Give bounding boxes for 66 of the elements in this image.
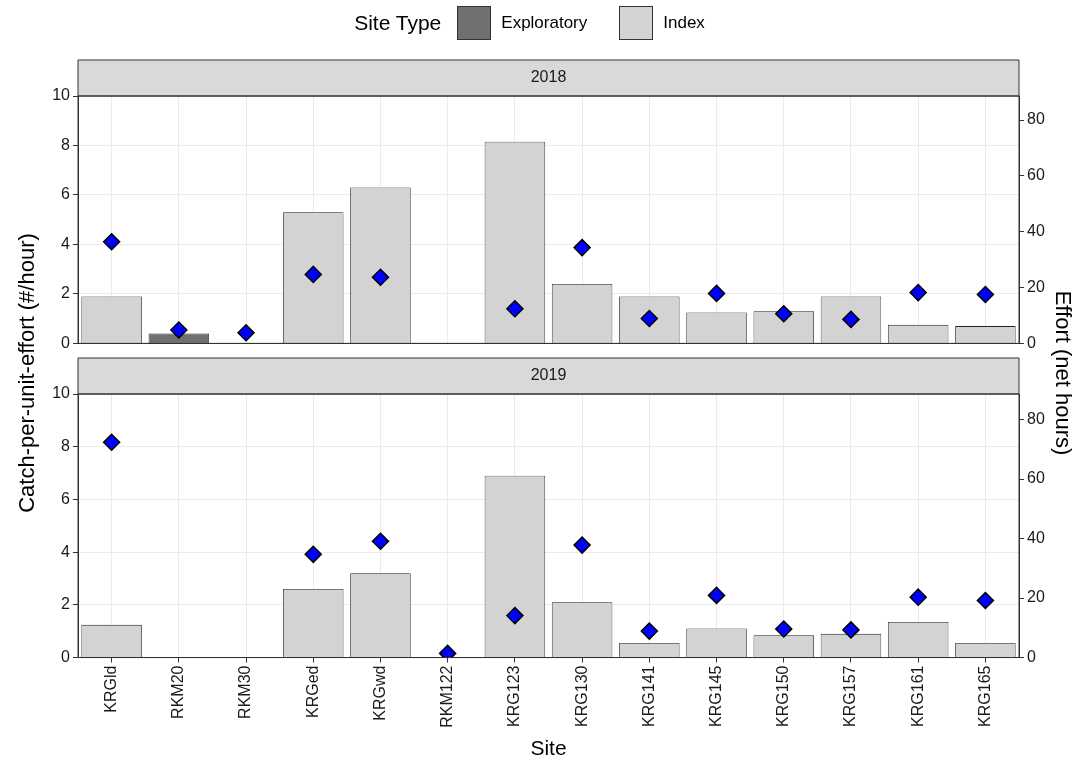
x-tick-label: KRG130 [572,665,590,727]
y-tick-label: 2 [61,284,71,302]
y-tick-label: 10 [52,86,71,104]
y2-tick-label: 80 [1027,110,1045,128]
legend-title: Site Type [354,11,442,35]
y-tick-label: 0 [61,647,71,665]
x-tick-label: KRG157 [841,665,859,727]
point [640,622,659,640]
x-tick-label: RKM122 [438,665,456,728]
chart-title: 2018 [530,68,567,86]
x-tick-label: KRG161 [908,665,926,727]
y-tick-label: 4 [61,542,71,560]
point [707,284,726,303]
y-tick-label: 8 [61,135,71,153]
y-tick-label: 8 [61,437,71,455]
point [775,305,793,323]
x-tick-label: KRGwd [370,665,388,721]
point [304,265,322,284]
x-tick-label: KRG150 [774,665,792,727]
y-tick-label: 2 [61,595,71,613]
y-tick-label: 6 [61,489,71,507]
x-tick-label: KRGld [102,665,120,713]
chart-title: 2019 [530,366,567,384]
point [976,591,995,610]
point [909,588,927,606]
x-tick-label: KRG141 [639,665,657,727]
point [707,586,726,605]
legend-label: Exploratory [501,13,588,33]
x-tick-label: KRG123 [505,665,523,727]
point [371,268,390,286]
y2-tick-label: 20 [1027,588,1045,606]
y2-tick-label: 0 [1027,333,1036,351]
x-tick-label: KRG145 [706,665,724,727]
point [304,545,322,564]
point [842,621,860,639]
point [909,283,927,302]
y2-tick-label: 60 [1027,166,1045,184]
point [573,238,591,257]
y2-tick-label: 40 [1027,222,1045,240]
point [976,285,995,304]
y-tick-label: 4 [61,234,71,252]
x-tick-label: KRGed [303,665,321,719]
x-tick-label: RKM30 [236,665,254,719]
x-tick-label: RKM20 [169,665,187,719]
x-tick-label: KRG165 [975,665,993,727]
x-axis-title: Site [530,736,567,760]
point [102,433,121,451]
y2-tick-label: 60 [1027,469,1045,487]
y2-tick-label: 80 [1027,409,1045,427]
y2-axis-title: Effort (net hours) [1049,290,1076,456]
point [506,300,524,318]
y2-tick-label: 40 [1027,528,1045,546]
point [170,321,188,339]
point [573,536,591,554]
y-tick-label: 10 [52,384,71,402]
point [371,532,390,550]
y2-tick-label: 0 [1027,647,1036,665]
point [237,324,255,342]
y2-tick-label: 20 [1027,277,1045,295]
y-axis-title: Catch-per-unit-effort (#/hour) [13,233,40,513]
y-tick-label: 6 [61,185,71,203]
point [102,233,121,251]
y-tick-label: 0 [61,333,71,351]
point [775,620,793,638]
legend-label: Index [663,13,705,33]
point [506,606,524,625]
